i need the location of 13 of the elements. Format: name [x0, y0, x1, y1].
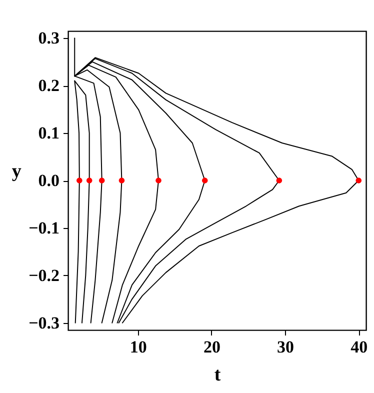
x-tick-label: 40	[350, 338, 368, 356]
x-tick-label: 20	[203, 338, 220, 356]
y-axis-title: y	[12, 161, 22, 182]
y-tick-label: −0.1	[28, 218, 60, 238]
y-tick-label: −0.3	[28, 313, 60, 332]
x-axis-title: t	[214, 364, 222, 386]
y-tick-label: −0.2	[28, 266, 60, 285]
y-tick-label: 0.3	[38, 28, 60, 48]
x-tick-label: 30	[277, 338, 294, 356]
y-tick-label: 0.0	[38, 171, 60, 190]
y-tick-label: 0.2	[38, 76, 60, 96]
y-tick-label: 0.1	[38, 124, 60, 143]
x-tick-label: 10	[130, 338, 147, 356]
